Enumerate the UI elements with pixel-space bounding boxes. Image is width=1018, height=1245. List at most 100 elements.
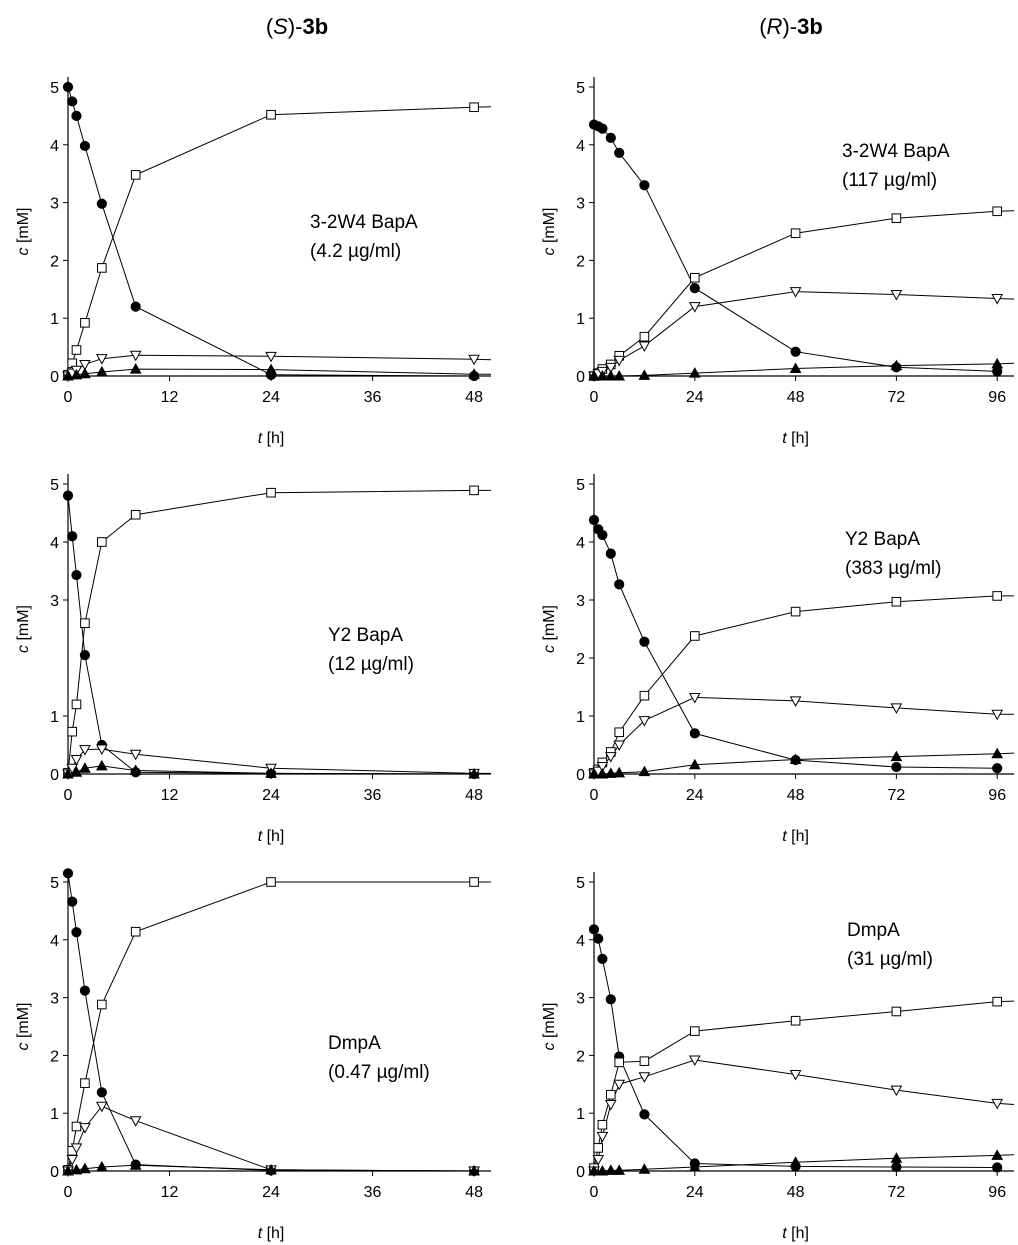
data-point-open-square bbox=[614, 1057, 625, 1068]
data-point-open-triangle-down bbox=[890, 703, 903, 714]
data-point-filled-triangle-up bbox=[596, 1164, 609, 1176]
panel-annotation-line: 3-2W4 BapA bbox=[310, 212, 418, 233]
x-axis-label-symbol: t bbox=[258, 828, 263, 845]
data-point-open-square bbox=[639, 690, 650, 701]
y-tick-label: 4 bbox=[50, 933, 59, 950]
x-tick-label: 0 bbox=[64, 389, 73, 406]
data-point-open-triangle-down bbox=[688, 692, 701, 704]
data-point-open-square bbox=[71, 1121, 82, 1132]
data-point-open-square bbox=[992, 996, 1003, 1007]
data-point-open-square bbox=[97, 263, 107, 273]
data-point-filled-circle bbox=[67, 896, 78, 907]
chart-panel-6: 0 1 2 3 4 5 0 24 48 72 96 c [mM] t [h] DmpA (31 µg/ml) bbox=[541, 872, 1015, 1242]
data-point-filled-triangle-up bbox=[79, 367, 91, 379]
y-tick-label: 2 bbox=[50, 253, 59, 270]
data-point-open-triangle-down bbox=[604, 752, 617, 763]
series-line-open-triangle-down bbox=[593, 291, 1015, 377]
data-point-open-square bbox=[71, 345, 82, 355]
y-axis-label: c [mM] bbox=[541, 208, 558, 256]
data-point-open-triangle-down bbox=[129, 350, 142, 362]
y-axis-label-unit: [mM] bbox=[541, 208, 558, 248]
y-tick-label: 1 bbox=[576, 709, 585, 726]
y-tick-label: 2 bbox=[50, 1048, 59, 1065]
y-tick-label: 5 bbox=[50, 80, 59, 97]
data-point-filled-circle bbox=[67, 531, 78, 542]
data-point-filled-circle bbox=[62, 868, 74, 879]
y-axis-label: c [mM] bbox=[15, 605, 32, 653]
x-tick-label: 48 bbox=[787, 1184, 805, 1201]
data-point-filled-circle bbox=[588, 514, 600, 526]
data-point-filled-circle bbox=[992, 1162, 1003, 1173]
x-tick-label: 12 bbox=[161, 787, 179, 804]
panel-annotation-line: (383 µg/ml) bbox=[845, 558, 941, 579]
x-tick-label: 24 bbox=[262, 1184, 280, 1201]
column-header-s-3b: (S)-3b bbox=[147, 14, 447, 40]
x-tick-label: 24 bbox=[686, 787, 704, 804]
data-point-open-triangle-down bbox=[70, 755, 83, 766]
y-axis-label: c [mM] bbox=[15, 1003, 32, 1051]
data-point-filled-triangle-up bbox=[79, 762, 91, 773]
x-tick-label: 48 bbox=[465, 389, 483, 406]
data-point-open-triangle-down bbox=[592, 1154, 605, 1166]
column-header-middle: )- bbox=[287, 14, 303, 39]
data-point-filled-circle bbox=[597, 529, 608, 541]
data-point-open-square bbox=[97, 999, 107, 1010]
y-tick-label: 2 bbox=[576, 253, 585, 270]
data-point-filled-circle bbox=[96, 1087, 107, 1098]
data-point-filled-triangle-up bbox=[468, 1164, 480, 1176]
x-tick-label: 72 bbox=[888, 389, 906, 406]
data-point-open-triangle-down bbox=[596, 761, 609, 773]
data-point-filled-triangle-up bbox=[890, 1152, 903, 1163]
series-line-filled-circle bbox=[67, 873, 475, 1172]
data-point-filled-triangle-up bbox=[588, 369, 600, 381]
data-point-filled-circle bbox=[992, 763, 1003, 774]
x-axis-label-symbol: t bbox=[782, 1225, 787, 1242]
x-axis-label-symbol: t bbox=[258, 1225, 263, 1242]
chart-panel-3: 0 1 3 4 5 0 12 24 36 48 c [mM] t [h] Y2 BapA (12 µg/m… bbox=[15, 474, 491, 845]
panel-annotation-line: DmpA bbox=[328, 1033, 381, 1054]
data-point-open-square bbox=[266, 487, 276, 498]
x-tick-label: 72 bbox=[888, 1184, 906, 1201]
y-tick-label: 0 bbox=[576, 1164, 585, 1181]
series-line-filled-circle bbox=[67, 495, 475, 775]
data-point-filled-triangle-up bbox=[596, 369, 609, 381]
data-point-open-triangle-down bbox=[596, 1131, 609, 1143]
data-point-open-triangle-down bbox=[79, 359, 91, 371]
data-point-filled-triangle-up bbox=[95, 759, 108, 771]
data-point-open-triangle-down bbox=[789, 696, 802, 707]
data-point-open-triangle-down bbox=[688, 302, 701, 313]
data-point-open-triangle-down bbox=[688, 1055, 701, 1067]
data-point-open-square bbox=[80, 618, 90, 629]
data-point-filled-circle bbox=[96, 198, 107, 209]
data-point-filled-triangle-up bbox=[129, 363, 142, 374]
series-line-filled-triangle-up bbox=[594, 1154, 1015, 1172]
data-point-filled-circle bbox=[71, 927, 82, 938]
data-point-open-triangle-down bbox=[638, 1072, 651, 1083]
y-tick-label: 0 bbox=[50, 767, 59, 784]
data-point-filled-circle bbox=[588, 924, 600, 935]
data-point-open-triangle-down bbox=[604, 362, 617, 374]
data-point-open-square bbox=[71, 699, 82, 710]
data-point-filled-circle bbox=[71, 110, 82, 122]
data-point-filled-circle bbox=[689, 283, 700, 294]
data-point-filled-triangle-up bbox=[95, 365, 108, 377]
data-point-open-triangle-down bbox=[95, 1101, 108, 1113]
data-point-filled-circle bbox=[790, 346, 801, 357]
data-point-open-square bbox=[130, 170, 141, 180]
y-tick-label: 0 bbox=[50, 1164, 59, 1181]
panel-annotation-line: Y2 BapA bbox=[845, 529, 920, 550]
data-point-open-square bbox=[790, 1015, 801, 1026]
data-point-filled-triangle-up bbox=[70, 766, 83, 777]
data-point-filled-triangle-up bbox=[688, 758, 701, 770]
data-point-filled-circle bbox=[71, 569, 82, 581]
data-point-open-triangle-down bbox=[638, 716, 651, 727]
data-point-filled-triangle-up bbox=[789, 753, 802, 764]
data-point-filled-circle bbox=[79, 650, 91, 661]
series-line-open-square bbox=[67, 489, 491, 773]
x-tick-label: 36 bbox=[364, 389, 382, 406]
data-point-filled-triangle-up bbox=[613, 1164, 626, 1175]
chart-panel-2: 0 1 2 3 4 5 0 24 48 72 96 c [mM] t [h] 3-2W4 BapA (117… bbox=[541, 77, 1015, 447]
